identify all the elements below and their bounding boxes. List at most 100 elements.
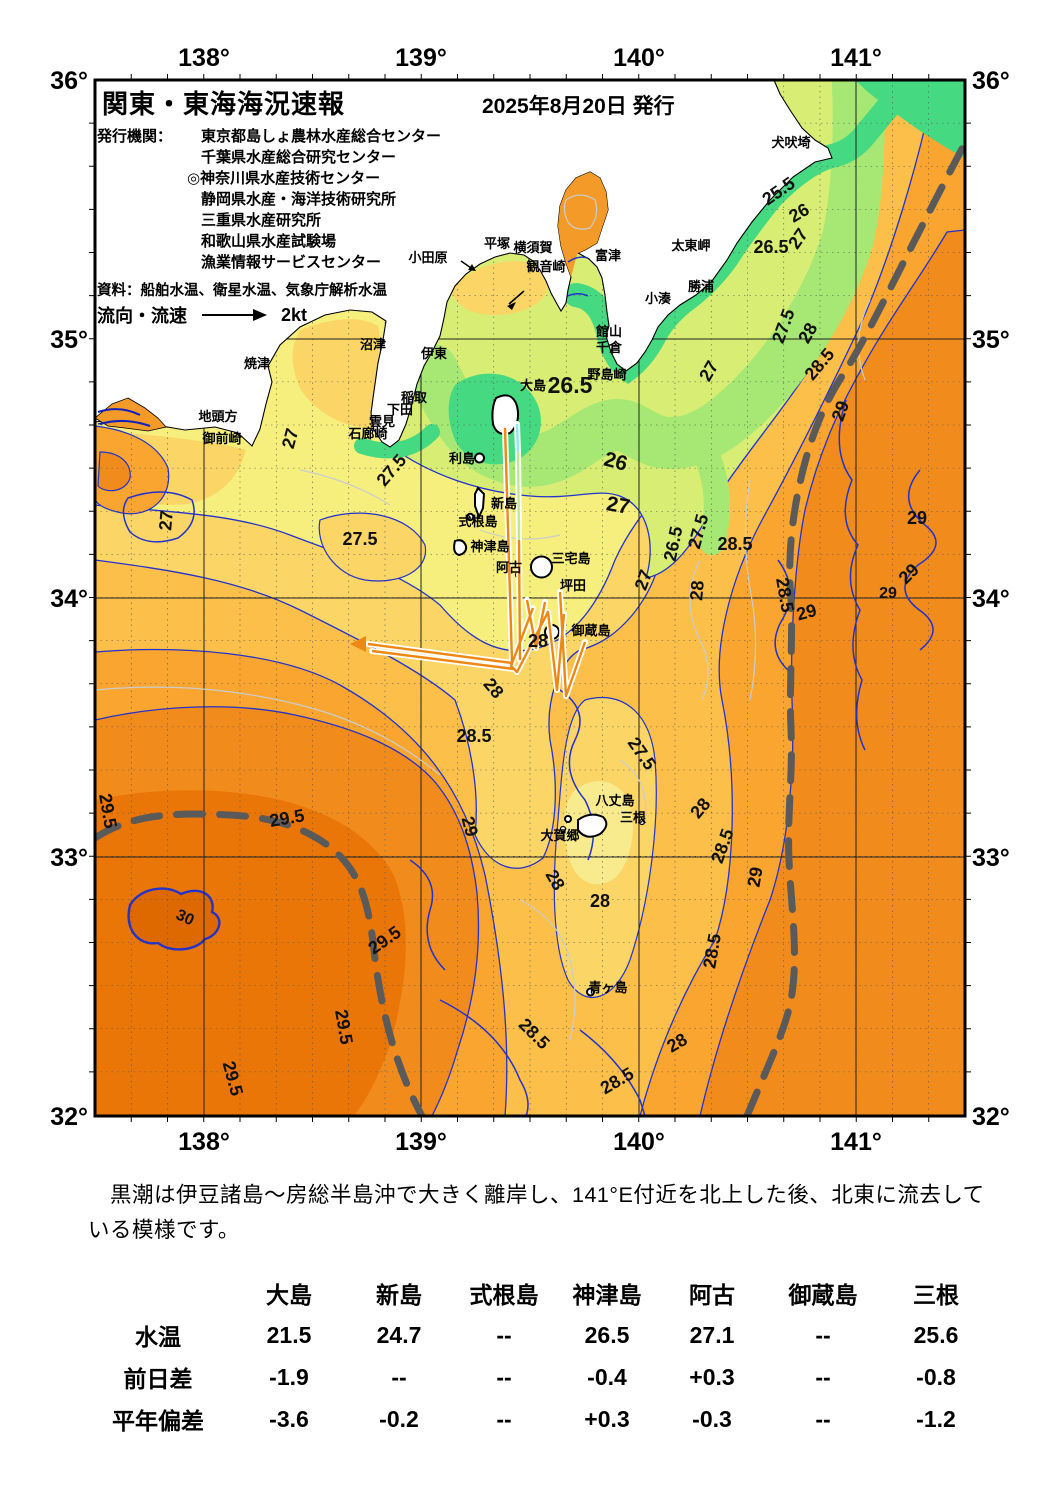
svg-text:横須賀: 横須賀 [513, 240, 552, 255]
svg-text:28: 28 [686, 580, 708, 602]
row-label: 前日差 [123, 1366, 193, 1392]
svg-text:小田原: 小田原 [408, 250, 447, 265]
svg-text:三宅島: 三宅島 [551, 551, 590, 566]
svg-text:小湊: 小湊 [645, 291, 672, 306]
svg-text:犬吠埼: 犬吠埼 [771, 135, 810, 150]
station-column-header: 三根 [913, 1282, 959, 1308]
station-value: -- [815, 1363, 831, 1390]
kuroshio-dashed-line [95, 139, 965, 1116]
svg-text:観音崎: 観音崎 [525, 259, 565, 274]
station-value: -0.3 [692, 1405, 732, 1432]
svg-text:28: 28 [590, 891, 610, 911]
svg-text:新島: 新島 [491, 496, 517, 511]
svg-text:30: 30 [173, 906, 196, 929]
svg-text:141°: 141° [830, 1128, 882, 1156]
svg-text:大賀郷: 大賀郷 [540, 828, 579, 843]
publisher-item: 漁業情報サービスセンター [201, 254, 382, 271]
izu-islands [453, 394, 646, 997]
longitude-labels-top: 138° 139° 140° 141° [178, 44, 882, 72]
row-label: 水温 [135, 1324, 181, 1350]
data-source-note: 資料：船舶水温、衛星水温、気象庁解析水温 [97, 283, 387, 299]
svg-text:35°: 35° [972, 326, 1010, 354]
svg-text:27.5: 27.5 [342, 529, 377, 549]
station-value: -1.9 [269, 1363, 309, 1390]
svg-text:御蔵島: 御蔵島 [570, 623, 610, 638]
station-value: +0.3 [689, 1363, 735, 1390]
svg-text:35°: 35° [50, 326, 88, 354]
flow-legend: 流向・流速 2kt [97, 302, 307, 328]
map-frame [89, 74, 971, 1122]
station-column-header: 神津島 [572, 1282, 642, 1308]
station-value: -- [496, 1405, 512, 1432]
svg-text:32°: 32° [972, 1103, 1010, 1131]
svg-text:32°: 32° [50, 1103, 88, 1131]
svg-text:阿古: 阿古 [496, 560, 522, 575]
publisher-block: 発行機関： 東京都島しょ農林水産総合センター 千葉県水産総合研究センター ◎神奈川県… [97, 126, 441, 273]
latitude-labels-right: 36° 35° 34° 33° 32° [972, 67, 1010, 1131]
publisher-item: 三重県水産研究所 [201, 212, 322, 229]
station-value: +0.3 [584, 1405, 630, 1432]
svg-text:140°: 140° [613, 44, 665, 72]
svg-text:26.5: 26.5 [753, 237, 788, 257]
degree-grid [95, 80, 965, 1116]
issue-date: 2025年8月20日 発行 [482, 95, 675, 118]
publisher-item: 静岡県水産・海洋技術研究所 [201, 191, 397, 208]
svg-text:28: 28 [528, 631, 548, 651]
ship-track-lines [350, 421, 588, 699]
svg-text:29: 29 [879, 585, 897, 602]
svg-text:27: 27 [155, 510, 177, 532]
report-title: 関東・東海海況速報 [102, 89, 346, 119]
svg-text:26.5: 26.5 [548, 372, 593, 398]
svg-text:36°: 36° [972, 67, 1010, 95]
svg-text:坪田: 坪田 [560, 578, 586, 593]
row-label: 平年偏差 [112, 1408, 204, 1434]
station-value: -0.4 [587, 1363, 627, 1390]
svg-text:式根島: 式根島 [458, 514, 497, 529]
svg-text:138°: 138° [178, 1128, 230, 1156]
svg-text:八丈島: 八丈島 [594, 793, 634, 808]
svg-text:利島: 利島 [449, 451, 475, 466]
publisher-item: 和歌山県水産試験場 [201, 233, 337, 250]
station-value: -1.2 [916, 1405, 956, 1432]
svg-text:神津島: 神津島 [470, 539, 509, 554]
station-table: 大島 新島 式根島 神津島 阿古 御蔵島 三根 水温 21.5 24.7 -- 26.5 27.1 -- 2… [82, 1272, 990, 1440]
svg-text:伊東: 伊東 [420, 346, 447, 361]
svg-text:29: 29 [907, 508, 927, 528]
flow-legend-label: 流向・流速 [97, 306, 187, 326]
svg-text:野島崎: 野島崎 [587, 367, 626, 382]
svg-text:沼津: 沼津 [360, 337, 386, 352]
publisher-item: 千葉県水産総合研究センター [201, 149, 397, 166]
svg-text:太東岬: 太東岬 [670, 238, 710, 253]
svg-text:富津: 富津 [595, 248, 621, 263]
svg-text:焼津: 焼津 [244, 356, 270, 371]
svg-text:36°: 36° [50, 67, 88, 95]
svg-text:139°: 139° [395, 1128, 447, 1156]
svg-text:138°: 138° [178, 44, 230, 72]
publisher-label: 発行機関： [97, 128, 173, 145]
contour-lines [95, 194, 937, 1116]
svg-text:28.5: 28.5 [456, 726, 491, 746]
svg-text:館山: 館山 [596, 324, 622, 339]
svg-text:石廊崎: 石廊崎 [347, 426, 387, 441]
svg-text:27: 27 [605, 492, 632, 519]
station-value: 26.5 [584, 1321, 630, 1348]
svg-text:34°: 34° [972, 585, 1010, 613]
svg-text:稲取: 稲取 [401, 390, 428, 405]
station-value: 25.6 [913, 1321, 959, 1348]
svg-text:千倉: 千倉 [596, 340, 623, 355]
station-value: -0.8 [916, 1363, 956, 1390]
station-value: 21.5 [266, 1321, 312, 1348]
svg-text:140°: 140° [613, 1128, 665, 1156]
current-arrow [460, 260, 525, 310]
svg-text:33°: 33° [50, 844, 88, 872]
station-column-header: 新島 [376, 1282, 422, 1308]
station-value: -0.2 [379, 1405, 419, 1432]
station-value: -- [496, 1363, 512, 1390]
station-column-header: 式根島 [469, 1282, 539, 1308]
station-value: 27.1 [689, 1321, 735, 1348]
publisher-list: 東京都島しょ農林水産総合センター 千葉県水産総合研究センター ◎神奈川県水産技術セン… [187, 126, 441, 273]
svg-text:地頭方: 地頭方 [198, 409, 237, 424]
svg-text:青ヶ島: 青ヶ島 [588, 980, 627, 995]
